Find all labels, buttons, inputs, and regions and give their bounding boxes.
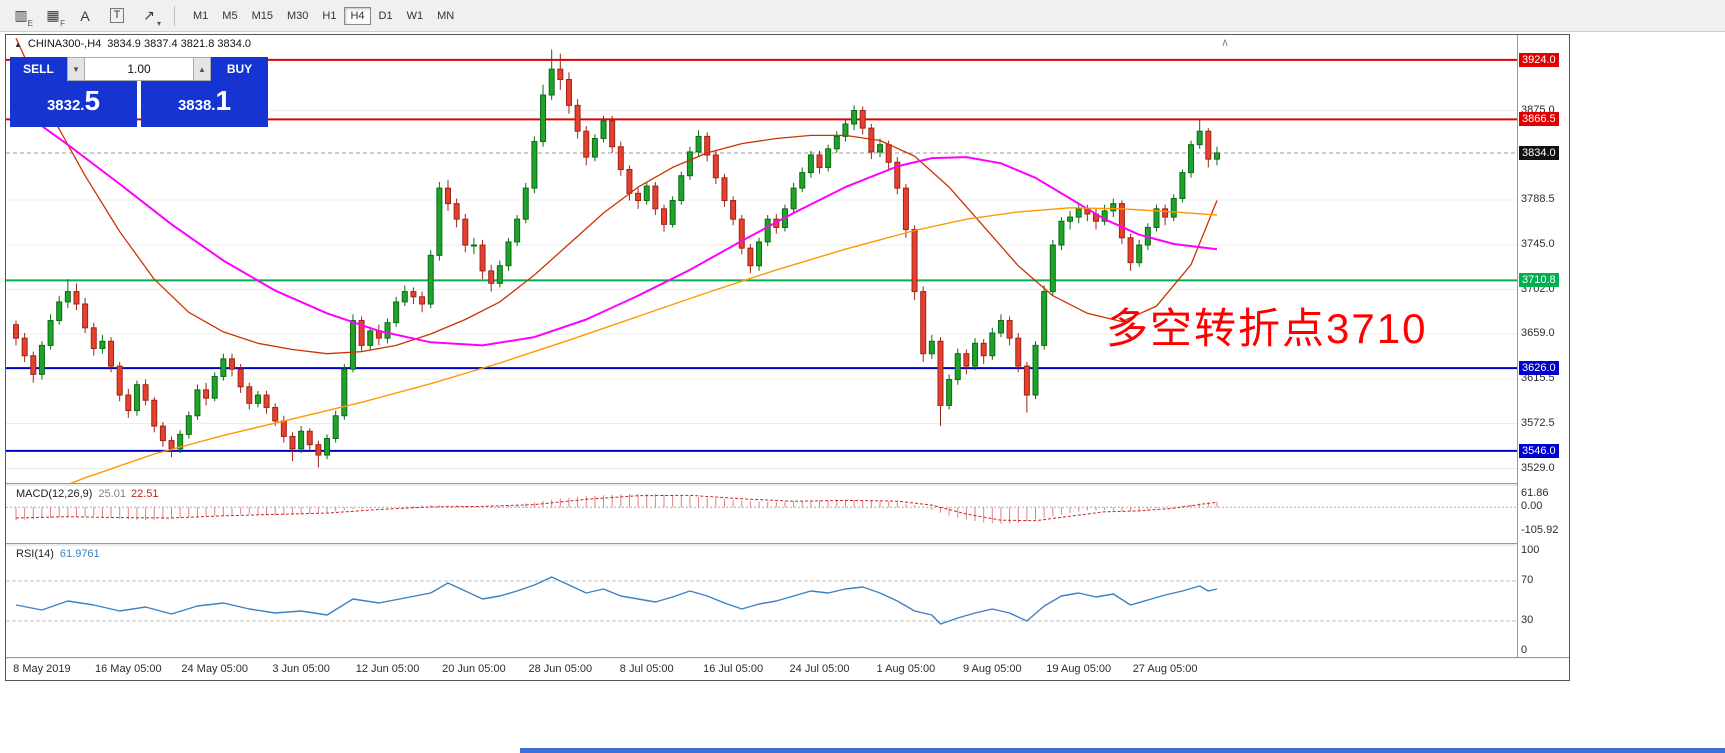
chevron-up-icon[interactable]: ∧ (1221, 37, 1230, 49)
time-axis-label: 16 May 05:00 (94, 663, 162, 675)
timeframe-group: M1 M5 M15 M30 H1 H4 D1 W1 MN (187, 6, 460, 25)
line-study-icon[interactable]: ↗ ▾ (143, 7, 161, 28)
timeframe-button-d1[interactable]: D1 (373, 7, 399, 25)
price-tick-label: 3659.0 (1521, 327, 1555, 339)
price-level-badge: 3626.0 (1519, 361, 1559, 376)
ma-mid-red (15, 37, 1218, 355)
volume-input[interactable] (85, 57, 193, 81)
buy-price-main: 3838. (177, 97, 216, 114)
chart-annotation-text: 多空转折点3710 (1106, 305, 1428, 352)
sell-price[interactable]: 3832. 5 (10, 81, 137, 127)
pane-separator[interactable] (6, 483, 1569, 486)
time-axis-label: 12 Jun 05:00 (355, 663, 420, 675)
timeframe-button-h1[interactable]: H1 (316, 7, 342, 25)
macd-axis-label: 0.00 (1521, 500, 1543, 513)
time-axis-label: 19 Aug 05:00 (1046, 663, 1112, 675)
macd-axis-label: -105.92 (1521, 523, 1559, 536)
time-axis-label: 8 Jul 05:00 (619, 663, 674, 675)
timeframe-button-mn[interactable]: MN (431, 7, 460, 25)
price-level-badge: 3866.5 (1519, 112, 1559, 127)
price-level-badge: 3834.0 (1519, 145, 1559, 160)
timeframe-button-h4[interactable]: H4 (344, 6, 371, 25)
time-axis-label: 24 May 05:00 (181, 663, 249, 675)
sell-button[interactable]: SELL (10, 57, 67, 81)
text-box-icon[interactable]: T (106, 6, 128, 26)
buy-button[interactable]: BUY (211, 57, 268, 81)
time-axis-label: 9 Aug 05:00 (962, 663, 1022, 675)
chart-header: ▲ CHINA300-,H4 3834.9 3837.4 3821.8 3834… (14, 38, 251, 50)
rsi-axis-label: 0 (1521, 644, 1528, 656)
ohlc-values: 3834.9 3837.4 3821.8 3834.0 (107, 38, 252, 50)
time-axis-label: 1 Aug 05:00 (876, 663, 936, 675)
rsi-canvas[interactable] (6, 545, 1517, 657)
ma-long-orange (69, 207, 1218, 483)
forecast-grid-icon[interactable]: ▦ F (46, 7, 65, 28)
price-level-badge: 3924.0 (1519, 52, 1559, 67)
time-axis-label: 3 Jun 05:00 (272, 663, 330, 675)
macd-signal-value: 22.51 (130, 488, 159, 500)
rsi-axis-label: 30 (1521, 614, 1534, 626)
time-axis[interactable]: 8 May 2019 16 May 05:00 24 May 05:00 3 Jun … (6, 659, 1569, 680)
arrow-label-icon[interactable]: A (80, 7, 90, 24)
rsi-value: 61.9761 (59, 548, 100, 560)
rsi-axis-label: 70 (1521, 574, 1534, 586)
expert-chart-icon[interactable]: ▥ E (14, 7, 33, 28)
time-axis-label: 28 Jun 05:00 (528, 663, 593, 675)
price-tick-label: 3572.5 (1521, 416, 1555, 429)
chart-window: ▲ CHINA300-,H4 3834.9 3837.4 3821.8 3834… (5, 34, 1570, 681)
pane-separator[interactable] (6, 543, 1569, 546)
timeframe-button-w1[interactable]: W1 (401, 7, 430, 25)
timeframe-button-m30[interactable]: M30 (281, 7, 314, 25)
price-level-badge: 3710.8 (1519, 273, 1559, 288)
buy-price-big-digit: 1 (215, 85, 232, 116)
main-chart-canvas[interactable] (6, 35, 1517, 483)
time-axis-label: 8 May 2019 (13, 663, 71, 675)
price-tick-label: 3745.0 (1521, 238, 1555, 251)
time-axis-label: 16 Jul 05:00 (703, 663, 764, 675)
toolbar-icon-group: ▥ E ▦ F A T ↗ ▾ (0, 6, 161, 28)
time-axis-label: 27 Aug 05:00 (1132, 663, 1198, 675)
order-type-dropdown-icon[interactable]: ▼ (67, 57, 85, 81)
bottom-taskbar-strip (520, 748, 1725, 753)
timeframe-button-m15[interactable]: M15 (246, 7, 279, 25)
macd-label: MACD(12,26,9) 25.01 22.51 (16, 488, 159, 500)
volume-spinner-up-icon[interactable]: ▲ (193, 57, 211, 81)
time-axis-label: 20 Jun 05:00 (442, 663, 506, 675)
macd-axis-label: 61.86 (1521, 486, 1549, 499)
one-click-trade-panel: SELL ▼ ▲ BUY 3832. 5 3838. 1 (10, 57, 268, 127)
time-axis-label: 24 Jul 05:00 (789, 663, 850, 675)
timeframe-button-m1[interactable]: M1 (187, 7, 214, 25)
timeframe-button-m5[interactable]: M5 (216, 7, 243, 25)
price-axis[interactable]: 3875.0 3788.5 3745.0 3702.0 3659.0 3615.5 3572… (1517, 35, 1569, 657)
ma-slow-magenta (15, 106, 1218, 347)
macd-main-value: 25.01 (98, 488, 126, 500)
symbol-timeframe-label: CHINA300-,H4 (27, 38, 102, 50)
top-toolbar: ▥ E ▦ F A T ↗ ▾ M1 M5 M15 M30 H1 H4 D1 W1 MN (0, 0, 1725, 32)
sell-price-big-digit: 5 (84, 85, 101, 116)
pane-separator (6, 657, 1569, 660)
rsi-pane[interactable]: RSI(14) 61.9761 (6, 545, 1517, 657)
collapse-triangle-icon[interactable]: ▲ (14, 39, 22, 49)
rsi-label: RSI(14) 61.9761 (16, 548, 100, 560)
price-tick-label: 3529.0 (1521, 461, 1555, 474)
toolbar-separator (174, 5, 175, 26)
macd-canvas[interactable] (6, 485, 1517, 543)
sell-price-main: 3832. (46, 97, 85, 114)
price-tick-label: 3788.5 (1521, 193, 1555, 206)
macd-pane[interactable]: MACD(12,26,9) 25.01 22.51 (6, 485, 1517, 543)
main-chart-pane[interactable] (6, 35, 1517, 483)
buy-price[interactable]: 3838. 1 (141, 81, 268, 127)
rsi-axis-label: 100 (1521, 544, 1540, 556)
price-level-badge: 3546.0 (1519, 443, 1559, 458)
